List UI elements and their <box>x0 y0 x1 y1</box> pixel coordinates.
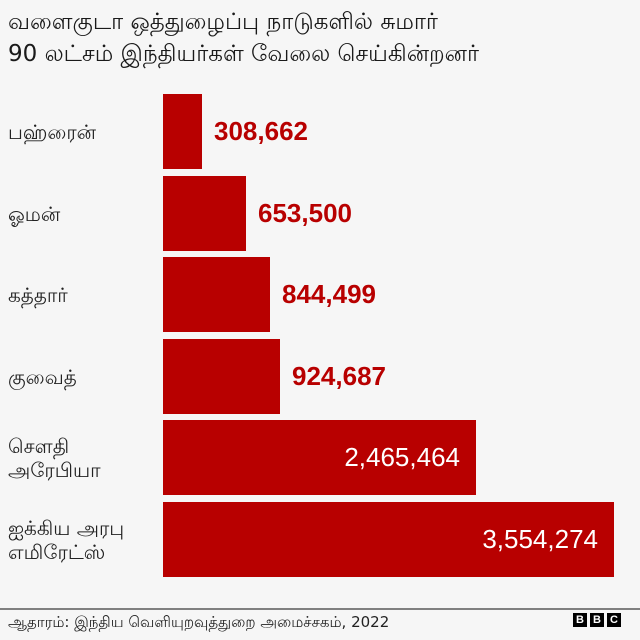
bar <box>163 176 246 251</box>
row-label-line: பஹ்ரைன் <box>8 119 97 144</box>
bar-chart: பஹ்ரைன் 308,662 ஓமன் 653,500 கத்தார் 844,499 க… <box>0 94 640 577</box>
chart-row: ஓமன் 653,500 <box>0 176 640 251</box>
bar <box>163 420 476 495</box>
chart-row: பஹ்ரைன் 308,662 <box>0 94 640 169</box>
row-label-line: ஓமன் <box>8 201 61 226</box>
chart-row: கத்தார் 844,499 <box>0 257 640 332</box>
bbc-logo: B B C <box>573 613 621 627</box>
bar <box>163 339 280 414</box>
bar-value-label: 924,687 <box>292 361 386 391</box>
row-label-line: கத்தார் <box>8 282 68 307</box>
chart-row: குவைத் 924,687 <box>0 339 640 414</box>
row-label: பஹ்ரைன் <box>8 94 158 169</box>
bbc-logo-letter: B <box>573 613 587 627</box>
chart-row: ஐக்கிய அரபு எமிரேட்ஸ் 3,554,274 <box>0 502 640 577</box>
chart-title: வளைகுடா ஒத்துழைப்பு நாடுகளில் சுமார் 90 … <box>8 6 628 70</box>
bar <box>163 94 202 169</box>
bar-value-label: 653,500 <box>258 198 352 228</box>
chart-row: சௌதி அரேபியா 2,465,464 <box>0 420 640 495</box>
bar <box>163 257 270 332</box>
bbc-logo-letter: B <box>590 613 604 627</box>
bar-value-label: 3,554,274 <box>482 524 598 554</box>
row-label: ஓமன் <box>8 176 158 251</box>
row-label-line: ஐக்கிய அரபு <box>8 515 125 540</box>
bar-value-label: 844,499 <box>282 279 376 309</box>
source-note: ஆதாரம்: இந்திய வெளியுறவுத்துறை அமைச்சகம்… <box>8 613 390 631</box>
row-label-line: அரேபியா <box>8 457 101 482</box>
chart-title-line-1: வளைகுடா ஒத்துழைப்பு நாடுகளில் சுமார் <box>8 9 438 35</box>
row-label: குவைத் <box>8 339 158 414</box>
row-label: சௌதி அரேபியா <box>8 420 158 495</box>
bar <box>163 502 614 577</box>
row-label-line: குவைத் <box>8 364 77 389</box>
row-label: ஐக்கிய அரபு எமிரேட்ஸ் <box>8 502 158 577</box>
bar-value-label: 308,662 <box>214 116 308 146</box>
bbc-logo-letter: C <box>607 613 621 627</box>
chart-title-line-2: 90 லட்சம் இந்தியர்கள் வேலை செய்கின்றனர் <box>8 41 480 67</box>
row-label-line: எமிரேட்ஸ் <box>8 539 106 564</box>
footer-divider <box>0 608 640 610</box>
row-label-line: சௌதி <box>8 433 70 458</box>
bar-value-label: 2,465,464 <box>344 442 460 472</box>
row-label: கத்தார் <box>8 257 158 332</box>
